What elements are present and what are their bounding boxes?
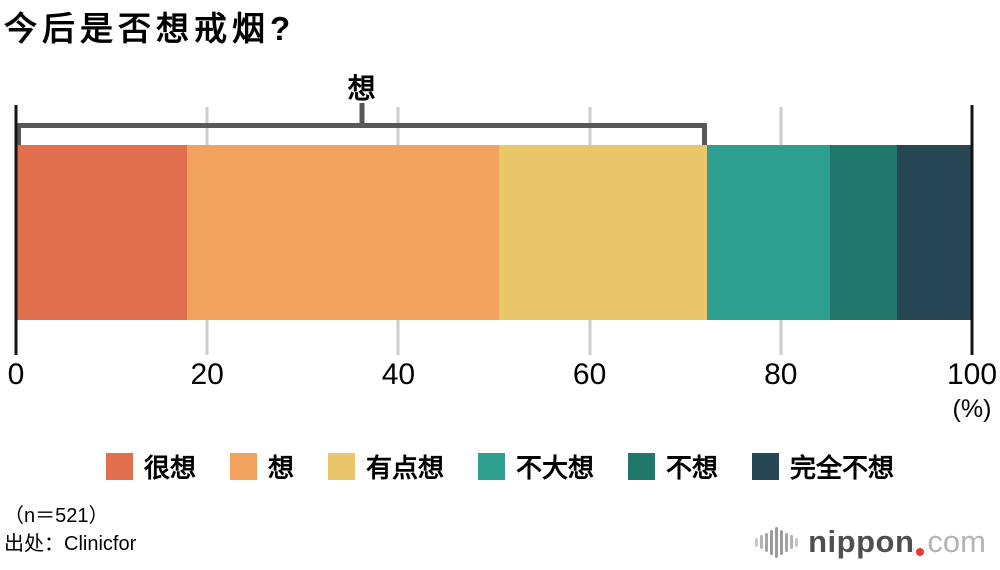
bar-segment: [498, 145, 708, 320]
bracket-label: 想: [347, 73, 376, 104]
x-tick-label: 20: [190, 358, 224, 391]
soundwave-bar: [790, 535, 794, 549]
bar-segment: [16, 145, 188, 320]
legend-label: 很想: [143, 453, 196, 483]
chart-title: 今后是否想戒烟?: [4, 10, 296, 47]
bar-segment: [707, 145, 830, 320]
legend-item: 不想: [628, 448, 718, 485]
x-tick-label: 100: [946, 358, 998, 391]
soundwave-bar: [755, 537, 759, 547]
legend-label: 不大想: [516, 453, 595, 483]
bracket-span: [16, 123, 708, 145]
legend-swatch-icon: [628, 453, 656, 480]
bar-segment: [829, 145, 898, 320]
legend-swatch-icon: [105, 453, 133, 480]
soundwave-icon: [755, 526, 799, 558]
legend-item: 很想: [105, 448, 196, 485]
x-tick-label: 60: [572, 358, 607, 391]
legend-label: 完全不想: [790, 453, 895, 483]
legend-label: 想: [267, 453, 294, 483]
x-tick-label: 0: [7, 358, 25, 391]
logo-name: nippon: [808, 524, 915, 559]
nippon-logo: nippon com: [755, 522, 986, 562]
legend-item: 不大想: [478, 448, 594, 485]
legend-item: 完全不想: [752, 448, 894, 485]
soundwave-bar: [770, 529, 774, 555]
stacked-bar: [16, 145, 972, 320]
soundwave-bar: [795, 537, 799, 547]
soundwave-bar: [785, 532, 789, 552]
bracket-tick: [359, 103, 365, 124]
axis-unit-label: (%): [952, 395, 992, 423]
y-axis-line-right: [970, 105, 974, 355]
x-tick-label: 80: [764, 358, 798, 391]
legend-label: 不想: [666, 453, 719, 483]
footer-notes: （n＝521） 出处：Clinicfor: [4, 502, 136, 558]
soundwave-bar: [765, 532, 769, 552]
y-axis-line-left: [14, 105, 18, 355]
legend-item: 有点想: [327, 448, 444, 485]
legend-swatch-icon: [478, 453, 505, 480]
legend: 很想 想 有点想 不大想 不想 完全不想: [0, 448, 1000, 485]
soundwave-bar: [775, 526, 779, 558]
legend-label: 有点想: [365, 453, 444, 483]
sample-size-note: （n＝521）: [4, 505, 109, 527]
logo-tld: com: [927, 524, 986, 559]
legend-swatch-icon: [752, 453, 780, 480]
legend-swatch-icon: [327, 453, 355, 480]
bar-segment: [187, 145, 499, 320]
source-note: 出处：Clinicfor: [4, 533, 137, 555]
soundwave-bar: [760, 535, 764, 549]
soundwave-bar: [780, 529, 784, 555]
x-tick-label: 40: [381, 358, 416, 391]
plot-area: 想 (%) 0 20 40 60 80 100: [8, 73, 997, 423]
logo-red-dot: [916, 548, 925, 556]
bar-segment: [897, 145, 972, 320]
legend-swatch-icon: [229, 453, 257, 480]
legend-item: 想: [229, 448, 294, 485]
